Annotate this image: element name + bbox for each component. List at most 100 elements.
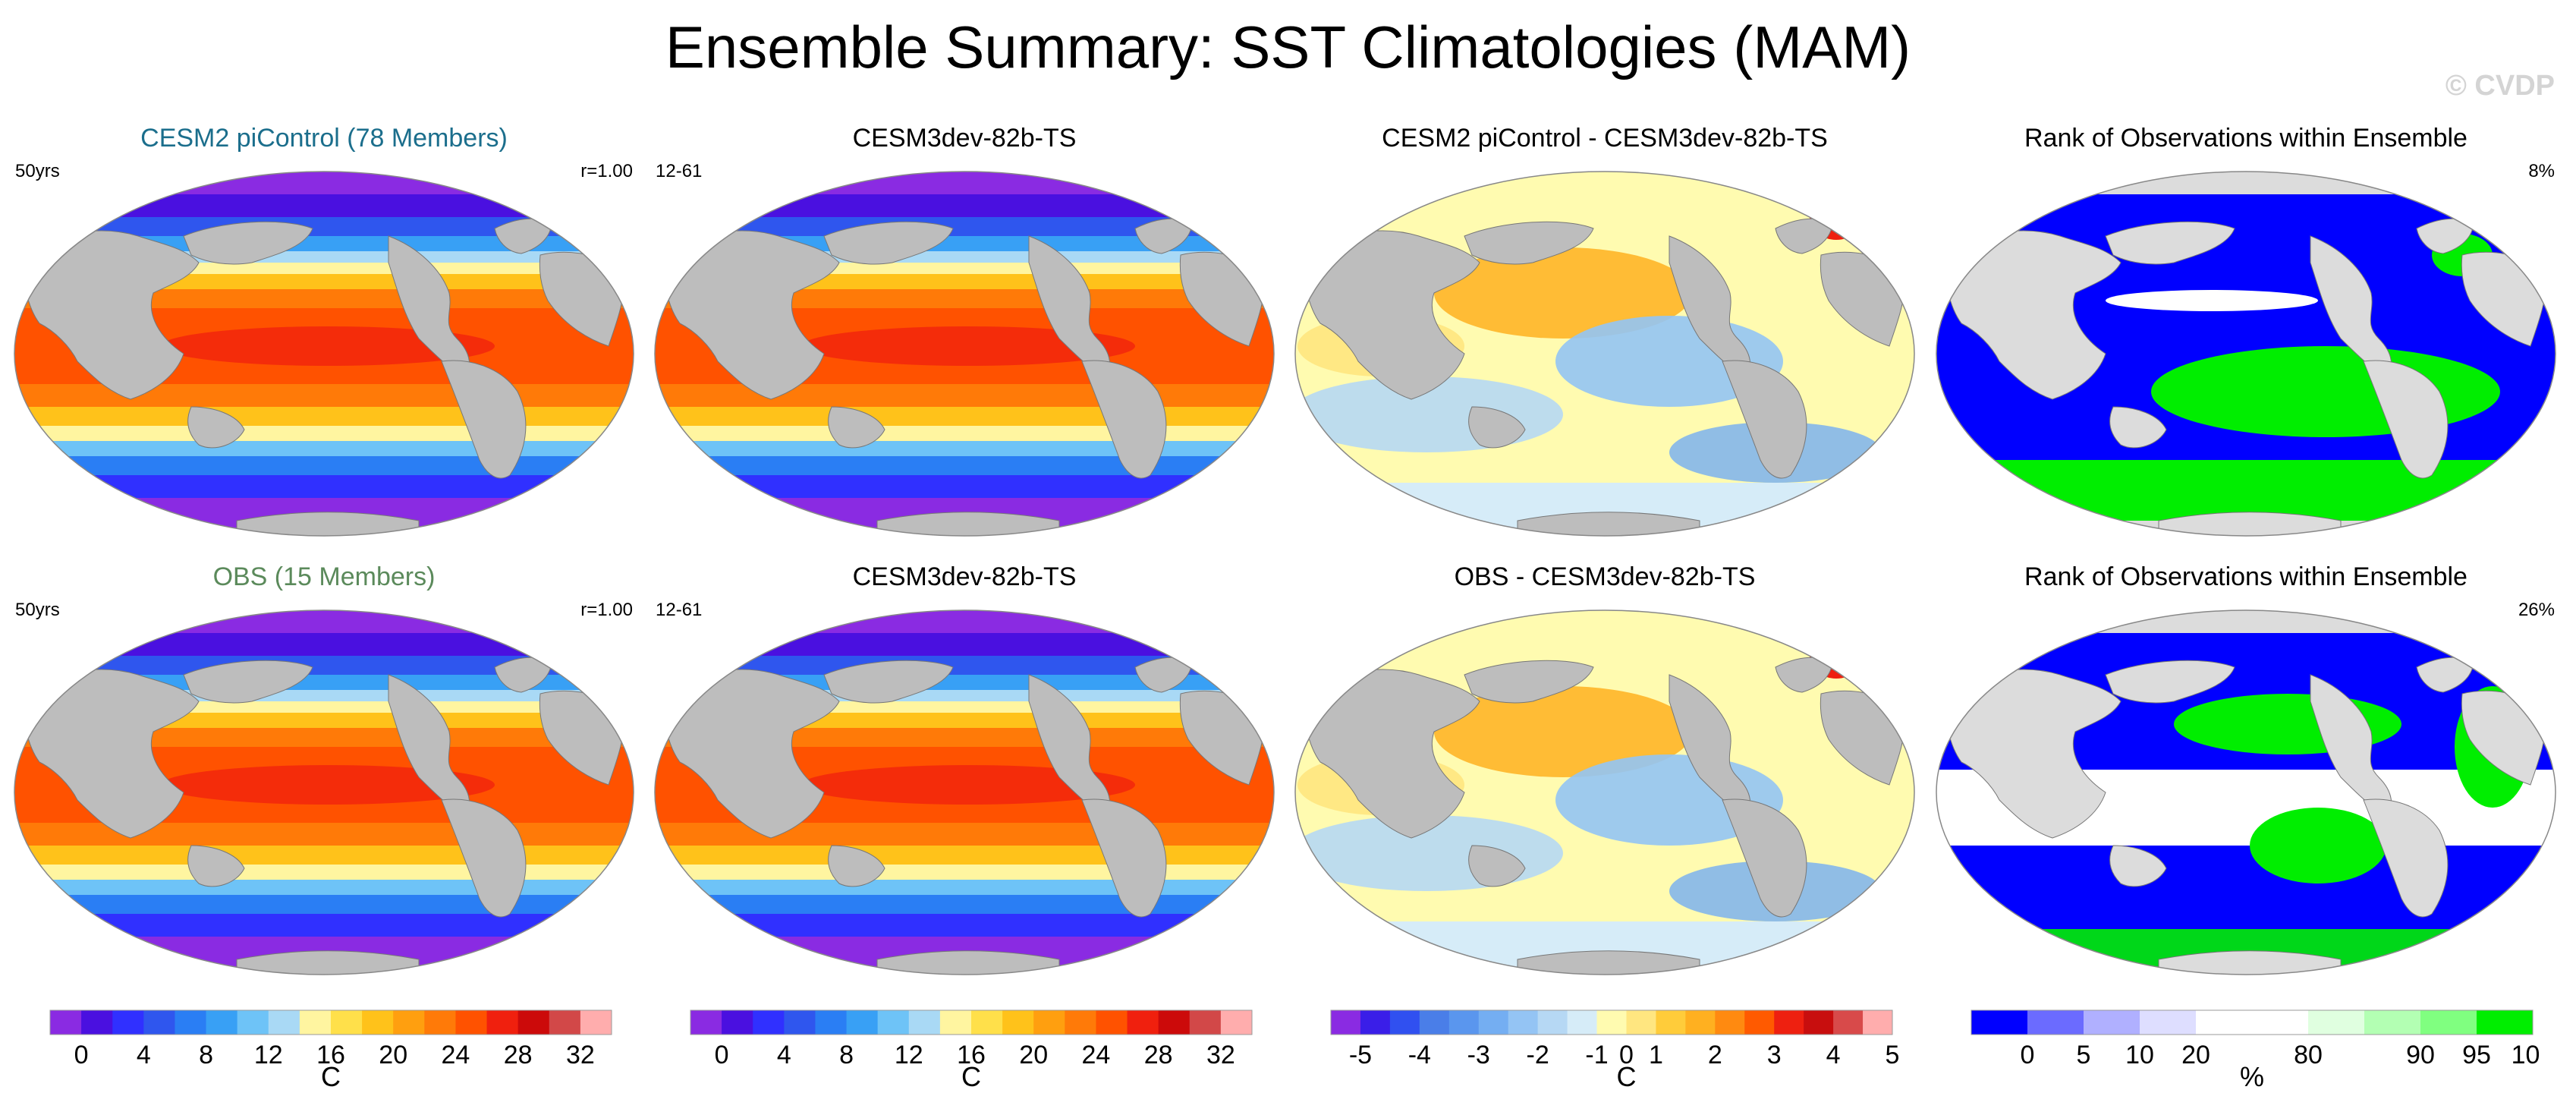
land-mass (663, 230, 840, 400)
colorbar-swatch (2196, 1010, 2253, 1035)
land-mass (2109, 845, 2167, 887)
panel-years: 50yrs (15, 600, 60, 620)
land-mass (823, 221, 954, 265)
colorbar-swatch (1971, 1010, 2028, 1035)
land-mass (236, 950, 420, 975)
panel-corr: r=1.00 (580, 161, 633, 181)
land-mass (187, 845, 245, 887)
colorbar-swatch (424, 1010, 456, 1035)
colorbar-swatch (1002, 1010, 1034, 1035)
colorbar-swatch (2140, 1010, 2197, 1035)
colorbar-swatch (939, 1010, 972, 1035)
colorbar-tick-label: 16 (316, 1041, 345, 1069)
colorbar-swatch (362, 1010, 394, 1035)
colorbar-swatch (1360, 1010, 1391, 1035)
map-ens-diff (1294, 171, 1915, 537)
land-mass (441, 360, 527, 479)
panel-ens-rank: Rank of Observations within Ensemble 8% (1931, 123, 2561, 548)
colorbar-tick-label: 4 (1826, 1041, 1841, 1069)
colorbar-swatch (1656, 1010, 1686, 1035)
colorbar-swatch (2477, 1010, 2534, 1035)
colorbar-swatch (908, 1010, 941, 1035)
colorbar-unit: C (961, 1061, 981, 1089)
colorbar-swatch (1096, 1010, 1128, 1035)
colorbar-tick-label: 24 (1082, 1041, 1111, 1069)
colorbar-tick-label: 0 (2021, 1041, 2035, 1069)
land-mass (23, 669, 200, 839)
panel-title: CESM3dev-82b-TS (852, 562, 1077, 591)
land-mass (1081, 360, 1167, 479)
colorbar-swatch (1508, 1010, 1539, 1035)
colorbar-unit: C (321, 1061, 341, 1089)
panel-years: 12-61 (656, 600, 703, 620)
land-mass (663, 669, 840, 839)
colorbar-swatch (1685, 1010, 1716, 1035)
colorbar-tick-label: -4 (1408, 1041, 1431, 1069)
land-mass (187, 406, 245, 449)
colorbar-tick-label: 0 (74, 1041, 89, 1069)
panel-title: CESM3dev-82b-TS (852, 124, 1077, 153)
colorbar-tick-label: -2 (1527, 1041, 1549, 1069)
panel-title: Rank of Observations within Ensemble (2024, 124, 2467, 153)
land-mass (1304, 669, 1480, 839)
land-mass (876, 512, 1060, 536)
colorbar-swatch (1419, 1010, 1450, 1035)
panel-years: 50yrs (15, 161, 60, 181)
colorbar-swatch (1158, 1010, 1190, 1035)
land-mass (823, 660, 954, 704)
panel-title: OBS - CESM3dev-82b-TS (1454, 562, 1756, 591)
colorbar-swatch (1863, 1010, 1893, 1035)
panel-ens-clim: CESM2 piControl (78 Members) 50yrs r=1.0… (9, 123, 639, 548)
map-model-clim (654, 171, 1275, 537)
map-obs-diff (1294, 609, 1915, 975)
land-mass (2416, 657, 2474, 693)
colorbar-swatch (784, 1010, 816, 1035)
land-mass (1134, 657, 1193, 693)
panel-title: Rank of Observations within Ensemble (2024, 562, 2467, 591)
colorbar-swatch (112, 1010, 144, 1035)
panel-obs-diff: OBS - CESM3dev-82b-TS (1290, 562, 1920, 987)
colorbar-tick-label: 28 (504, 1041, 533, 1069)
colorbar-swatch (1744, 1010, 1775, 1035)
map-ens-rank (1936, 171, 2556, 537)
colorbar-tick-label: 0 (1619, 1041, 1634, 1069)
page-title: Ensemble Summary: SST Climatologies (MAM… (665, 14, 1911, 80)
panel-obs-rank: Rank of Observations within Ensemble 26% (1931, 562, 2561, 987)
colorbar-swatch (1331, 1010, 1361, 1035)
panel-title: OBS (15 Members) (212, 562, 436, 591)
colorbar-swatch (517, 1010, 550, 1035)
land-mass (2158, 512, 2342, 536)
colorbar-tick-label: 4 (777, 1041, 791, 1069)
colorbar-swatch (2308, 1010, 2365, 1035)
panel-title: CESM2 piControl (78 Members) (140, 124, 508, 153)
colorbar-swatch (753, 1010, 785, 1035)
land-mass (183, 221, 313, 265)
colorbar-swatch (143, 1010, 175, 1035)
colorbar-swatch (455, 1010, 488, 1035)
land-mass (2109, 406, 2167, 449)
colorbar-tick-label: 28 (1144, 1041, 1173, 1069)
colorbar-tick-label: 12 (895, 1041, 923, 1069)
colorbar-tick-label: 24 (442, 1041, 470, 1069)
colorbar-swatch (1774, 1010, 1804, 1035)
land-mass (1081, 798, 1167, 918)
land-mass (2158, 950, 2342, 975)
panel-corr: r=1.00 (580, 600, 633, 620)
land-mass (1517, 512, 1700, 536)
land-mass (183, 660, 313, 704)
panel-model-clim-2: CESM3dev-82b-TS 12-61 (650, 562, 1279, 987)
land-mass (2105, 660, 2235, 704)
colorbar-tick-label: 8 (839, 1041, 854, 1069)
colorbar-swatch (1065, 1010, 1096, 1035)
colorbar-swatch (2027, 1010, 2084, 1035)
land-mass (828, 406, 885, 449)
colorbar-diff: -5 -4 -3 -2 -1 0 1 2 3 4 5 C (1330, 1009, 1899, 1089)
colorbar-tick-label: 90 (2406, 1041, 2435, 1069)
colorbar-swatch (1804, 1010, 1834, 1035)
colorbar-tick-label: 5 (2077, 1041, 2091, 1069)
colorbar-unit: C (1616, 1061, 1636, 1089)
colorbar-swatch (722, 1010, 753, 1035)
colorbar-swatch (299, 1010, 332, 1035)
colorbar-tick-label: 20 (379, 1041, 407, 1069)
land-mass (1722, 360, 1807, 479)
